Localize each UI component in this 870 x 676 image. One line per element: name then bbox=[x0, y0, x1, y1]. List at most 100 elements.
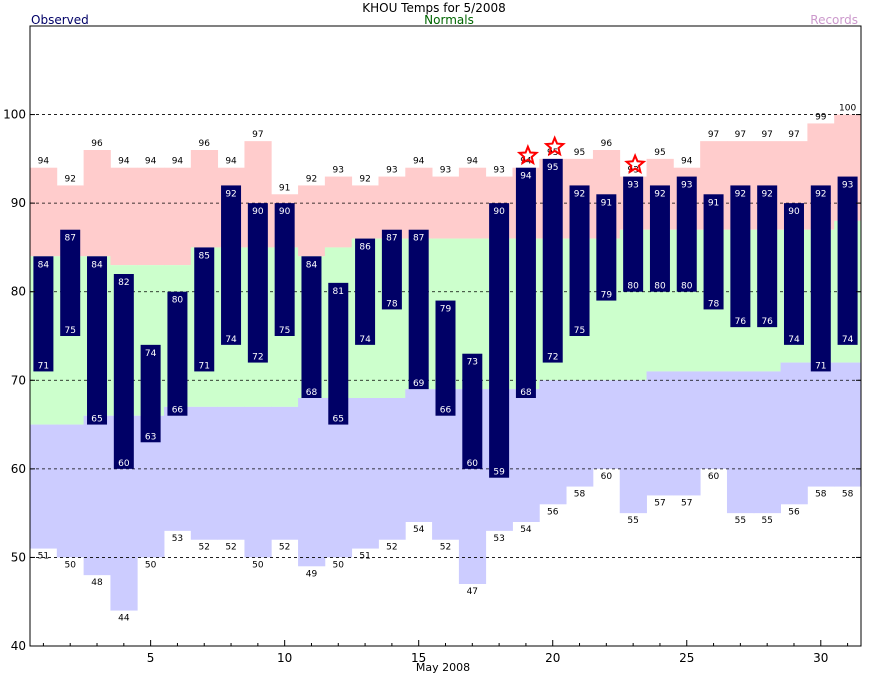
record-high-label: 95 bbox=[654, 148, 665, 158]
observed-high-label: 82 bbox=[118, 278, 129, 288]
observed-high-label: 92 bbox=[815, 189, 826, 199]
observed-low-label: 60 bbox=[118, 459, 130, 469]
observed-low-label: 68 bbox=[306, 388, 318, 398]
observed-high-label: 90 bbox=[493, 207, 505, 217]
record-low-label: 54 bbox=[520, 525, 532, 535]
observed-bar bbox=[140, 344, 161, 443]
observed-low-label: 72 bbox=[252, 353, 263, 363]
record-low-band bbox=[324, 398, 353, 558]
legend-observed: Observed bbox=[31, 13, 89, 27]
record-low-label: 50 bbox=[252, 560, 264, 570]
legend-records: Records bbox=[810, 13, 858, 27]
observed-bar bbox=[810, 185, 831, 372]
record-high-label: 94 bbox=[467, 157, 479, 167]
x-tick-label: 20 bbox=[545, 651, 560, 665]
record-low-label: 50 bbox=[145, 560, 157, 570]
x-tick-label: 25 bbox=[679, 651, 694, 665]
x-tick-label: 30 bbox=[813, 651, 828, 665]
observed-low-label: 74 bbox=[788, 335, 800, 345]
observed-bar bbox=[381, 229, 402, 310]
record-low-label: 55 bbox=[761, 516, 772, 526]
observed-bar bbox=[301, 256, 322, 398]
record-high-band bbox=[137, 167, 165, 266]
observed-high-label: 93 bbox=[681, 181, 692, 191]
observed-high-label: 90 bbox=[252, 207, 264, 217]
record-low-label: 49 bbox=[306, 569, 318, 579]
labels-layer: 84 71 94 51 87 75 92 50 84 65 96 48 82 60 94 44 74 63 94 50… bbox=[38, 104, 857, 624]
record-low-label: 58 bbox=[574, 490, 586, 500]
record-low-label: 44 bbox=[118, 614, 130, 624]
observed-low-label: 76 bbox=[761, 317, 773, 327]
record-low-band bbox=[753, 371, 781, 514]
record-low-band bbox=[405, 389, 433, 522]
observed-high-label: 95 bbox=[547, 163, 558, 173]
observed-high-label: 80 bbox=[172, 296, 184, 306]
record-high-label: 94 bbox=[413, 157, 425, 167]
observed-bars-layer bbox=[33, 158, 858, 478]
record-high-label: 94 bbox=[172, 157, 184, 167]
record-high-band bbox=[432, 176, 460, 239]
record-low-label: 50 bbox=[64, 560, 76, 570]
record-high-label: 94 bbox=[225, 157, 237, 167]
record-low-band bbox=[190, 406, 219, 540]
observed-high-label: 93 bbox=[627, 181, 638, 191]
observed-low-label: 59 bbox=[493, 468, 505, 478]
observed-low-label: 75 bbox=[279, 326, 290, 336]
observed-low-label: 65 bbox=[91, 415, 102, 425]
observed-low-label: 66 bbox=[172, 406, 184, 416]
record-low-label: 60 bbox=[601, 472, 613, 482]
record-low-label: 60 bbox=[708, 472, 720, 482]
observed-high-label: 87 bbox=[386, 234, 397, 244]
observed-bar bbox=[542, 158, 563, 363]
axes-layer: 40 50 60 70 80 90 100 5 10 15 20 25 30 bbox=[3, 25, 862, 665]
observed-bar bbox=[837, 176, 858, 345]
observed-low-label: 71 bbox=[199, 361, 210, 371]
observed-low-label: 75 bbox=[574, 326, 585, 336]
observed-bar bbox=[408, 229, 429, 390]
observed-low-label: 75 bbox=[64, 326, 75, 336]
observed-low-label: 74 bbox=[842, 335, 854, 345]
record-low-band bbox=[780, 362, 808, 505]
record-low-band bbox=[244, 406, 272, 558]
record-high-label: 95 bbox=[574, 148, 585, 158]
record-low-label: 51 bbox=[38, 552, 49, 562]
x-tick-label: 5 bbox=[147, 651, 155, 665]
observed-bar bbox=[730, 185, 751, 328]
observed-low-label: 74 bbox=[225, 335, 237, 345]
y-tick-label: 40 bbox=[11, 639, 26, 653]
observed-low-label: 65 bbox=[333, 415, 344, 425]
record-high-label: 92 bbox=[359, 174, 370, 184]
observed-high-label: 85 bbox=[199, 251, 210, 261]
record-low-band bbox=[217, 406, 245, 540]
observed-high-label: 91 bbox=[708, 198, 719, 208]
observed-bar bbox=[60, 229, 81, 336]
observed-bar bbox=[703, 194, 724, 310]
observed-high-label: 92 bbox=[735, 189, 746, 199]
x-tick-label: 10 bbox=[277, 651, 292, 665]
observed-high-label: 92 bbox=[761, 189, 772, 199]
record-high-label: 91 bbox=[279, 183, 290, 193]
record-star-icon bbox=[516, 144, 540, 166]
legend-normals: Normals bbox=[424, 13, 474, 27]
observed-bar bbox=[757, 185, 778, 328]
record-high-label: 94 bbox=[145, 157, 157, 167]
record-high-band bbox=[351, 185, 379, 239]
record-low-band bbox=[83, 415, 111, 576]
observed-low-label: 80 bbox=[654, 282, 666, 292]
record-low-label: 56 bbox=[788, 507, 800, 517]
observed-bar bbox=[87, 256, 108, 425]
record-high-label: 94 bbox=[118, 157, 130, 167]
observed-low-label: 78 bbox=[708, 299, 720, 309]
record-low-band bbox=[807, 362, 835, 487]
record-low-band bbox=[271, 406, 299, 540]
record-high-label: 93 bbox=[333, 166, 344, 176]
record-low-band bbox=[566, 380, 594, 487]
record-low-band bbox=[539, 380, 567, 505]
record-low-label: 52 bbox=[386, 543, 397, 553]
observed-high-label: 92 bbox=[654, 189, 665, 199]
observed-high-label: 90 bbox=[788, 207, 800, 217]
record-low-label: 53 bbox=[493, 534, 504, 544]
x-axis-label: May 2008 bbox=[416, 661, 470, 674]
x-tick-label: 15 bbox=[411, 651, 426, 665]
